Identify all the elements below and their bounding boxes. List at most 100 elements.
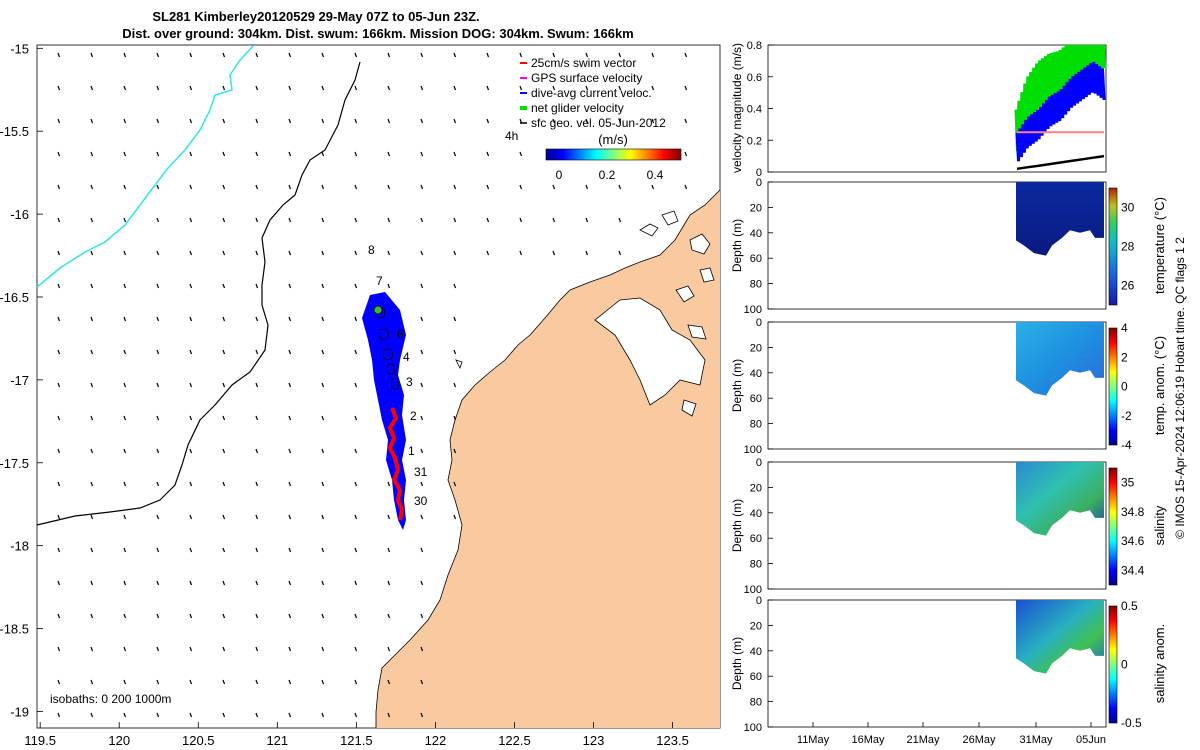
velocity-arrow: [90, 580, 94, 586]
day-label: 7: [376, 274, 383, 288]
velocity-arrow: [189, 151, 193, 157]
velocity-arrow: [255, 382, 259, 388]
velocity-arrow: [255, 547, 259, 553]
velocity-arrow: [354, 250, 358, 256]
velocity-arrow: [189, 613, 193, 619]
depth-tick-label: 80: [750, 697, 762, 709]
velocity-arrow: [387, 646, 391, 652]
bay-inlet: [594, 297, 706, 406]
velocity-arrow: [354, 679, 358, 685]
day-label: 1: [408, 444, 415, 458]
velocity-arrow: [618, 217, 622, 223]
velocity-arrow: [420, 547, 424, 553]
velocity-arrow: [255, 679, 259, 685]
velocity-arrow: [387, 679, 391, 685]
velocity-arrow: [90, 349, 94, 355]
depth-tick-label: 40: [750, 646, 762, 658]
depth-tick-label: 80: [750, 419, 762, 431]
velocity-arrow: [255, 613, 259, 619]
day-label: 3: [406, 375, 413, 389]
glider-track-swath: [362, 292, 406, 530]
velocity-arrow: [255, 217, 259, 223]
velocity-arrow: [123, 349, 127, 355]
velocity-arrow: [189, 250, 193, 256]
velocity-arrow: [255, 85, 259, 91]
velocity-arrow: [57, 283, 61, 289]
velocity-arrow: [321, 283, 325, 289]
velocity-arrow: [123, 613, 127, 619]
velocity-arrow: [453, 514, 457, 520]
velocity-arrow: [189, 85, 193, 91]
velocity-arrow: [222, 349, 226, 355]
depth-ylabel: Depth (m): [730, 637, 744, 690]
depth-tick-label: 100: [744, 304, 762, 316]
velocity-arrow: [90, 151, 94, 157]
map-y-tick-label: -15.5: [0, 124, 29, 139]
velocity-arrow: [684, 184, 688, 190]
colorbar-title: (m/s): [598, 132, 628, 147]
velocity-arrow: [519, 85, 523, 91]
velocity-arrow: [288, 712, 292, 718]
velocity-arrow: [321, 250, 325, 256]
velocity-arrow: [90, 217, 94, 223]
velocity-arrow: [123, 85, 127, 91]
velocity-arrow: [321, 580, 325, 586]
velocity-arrow: [321, 448, 325, 454]
colorbar-tick-label: 34.8: [1121, 505, 1145, 519]
velocity-arrow: [189, 52, 193, 58]
velocity-arrow: [222, 283, 226, 289]
velocity-arrow: [288, 514, 292, 520]
velocity-arrow: [123, 646, 127, 652]
velocity-arrow: [519, 217, 523, 223]
velocity-arrow: [90, 481, 94, 487]
velocity-arrow: [156, 151, 160, 157]
velocity-arrow: [222, 151, 226, 157]
velocity-arrow: [387, 613, 391, 619]
velocity-arrow: [486, 151, 490, 157]
velocity-arrow: [684, 85, 688, 91]
map-x-tick-label: 121: [266, 733, 288, 748]
velocity-arrow: [156, 448, 160, 454]
velocity-arrow: [321, 85, 325, 91]
velocity-arrow: [90, 184, 94, 190]
colorbar-tick-label: -2: [1121, 409, 1132, 423]
velocity-y-tick-label: 0.2: [747, 135, 762, 147]
depth-tick-label: 0: [756, 595, 762, 607]
temperature-colorbar: [1108, 187, 1118, 306]
velocity-arrow: [222, 514, 226, 520]
colorbar-tick-label: 28: [1121, 240, 1135, 254]
map-y-tick-label: -17: [10, 373, 29, 388]
velocity-arrow: [288, 349, 292, 355]
depth-tick-label: 80: [750, 279, 762, 291]
velocity-arrow: [189, 349, 193, 355]
colorbar-tick: 0.4: [647, 168, 664, 182]
track-end-marker: [373, 305, 383, 315]
velocity-arrow: [552, 184, 556, 190]
velocity-arrow: [156, 184, 160, 190]
velocity-arrow: [255, 448, 259, 454]
legend-label: sfc geo. vel. 05-Jun-2012: [531, 116, 666, 130]
velocity-arrow: [453, 283, 457, 289]
colorbar-tick-label: -4: [1121, 438, 1132, 452]
sal_anom-panel: 0 20 40 60 80 100 Depth (m) 0.5 0 -0.5 salinity an…: [730, 595, 1167, 734]
velocity-arrow: [123, 481, 127, 487]
velocity-arrow: [57, 184, 61, 190]
time-axis: 11May 16May 21May 26May 31May 05Jun: [797, 722, 1106, 746]
velocity-arrow: [57, 646, 61, 652]
velocity-arrow: [57, 118, 61, 124]
velocity-arrow: [57, 580, 61, 586]
velocity-arrow: [420, 712, 424, 718]
velocity-arrow: [123, 283, 127, 289]
velocity-arrow: [519, 151, 523, 157]
velocity-arrow: [354, 712, 358, 718]
velocity-arrow: [453, 85, 457, 91]
velocity-arrow: [156, 547, 160, 553]
velocity-arrow: [321, 514, 325, 520]
temperature-clabel: temperature (°C): [1152, 197, 1167, 294]
velocity-arrow: [651, 184, 655, 190]
velocity-arrow: [420, 316, 424, 322]
velocity-arrow: [189, 316, 193, 322]
velocity-arrow: [156, 580, 160, 586]
map-y-tick-label: -15: [10, 41, 29, 56]
